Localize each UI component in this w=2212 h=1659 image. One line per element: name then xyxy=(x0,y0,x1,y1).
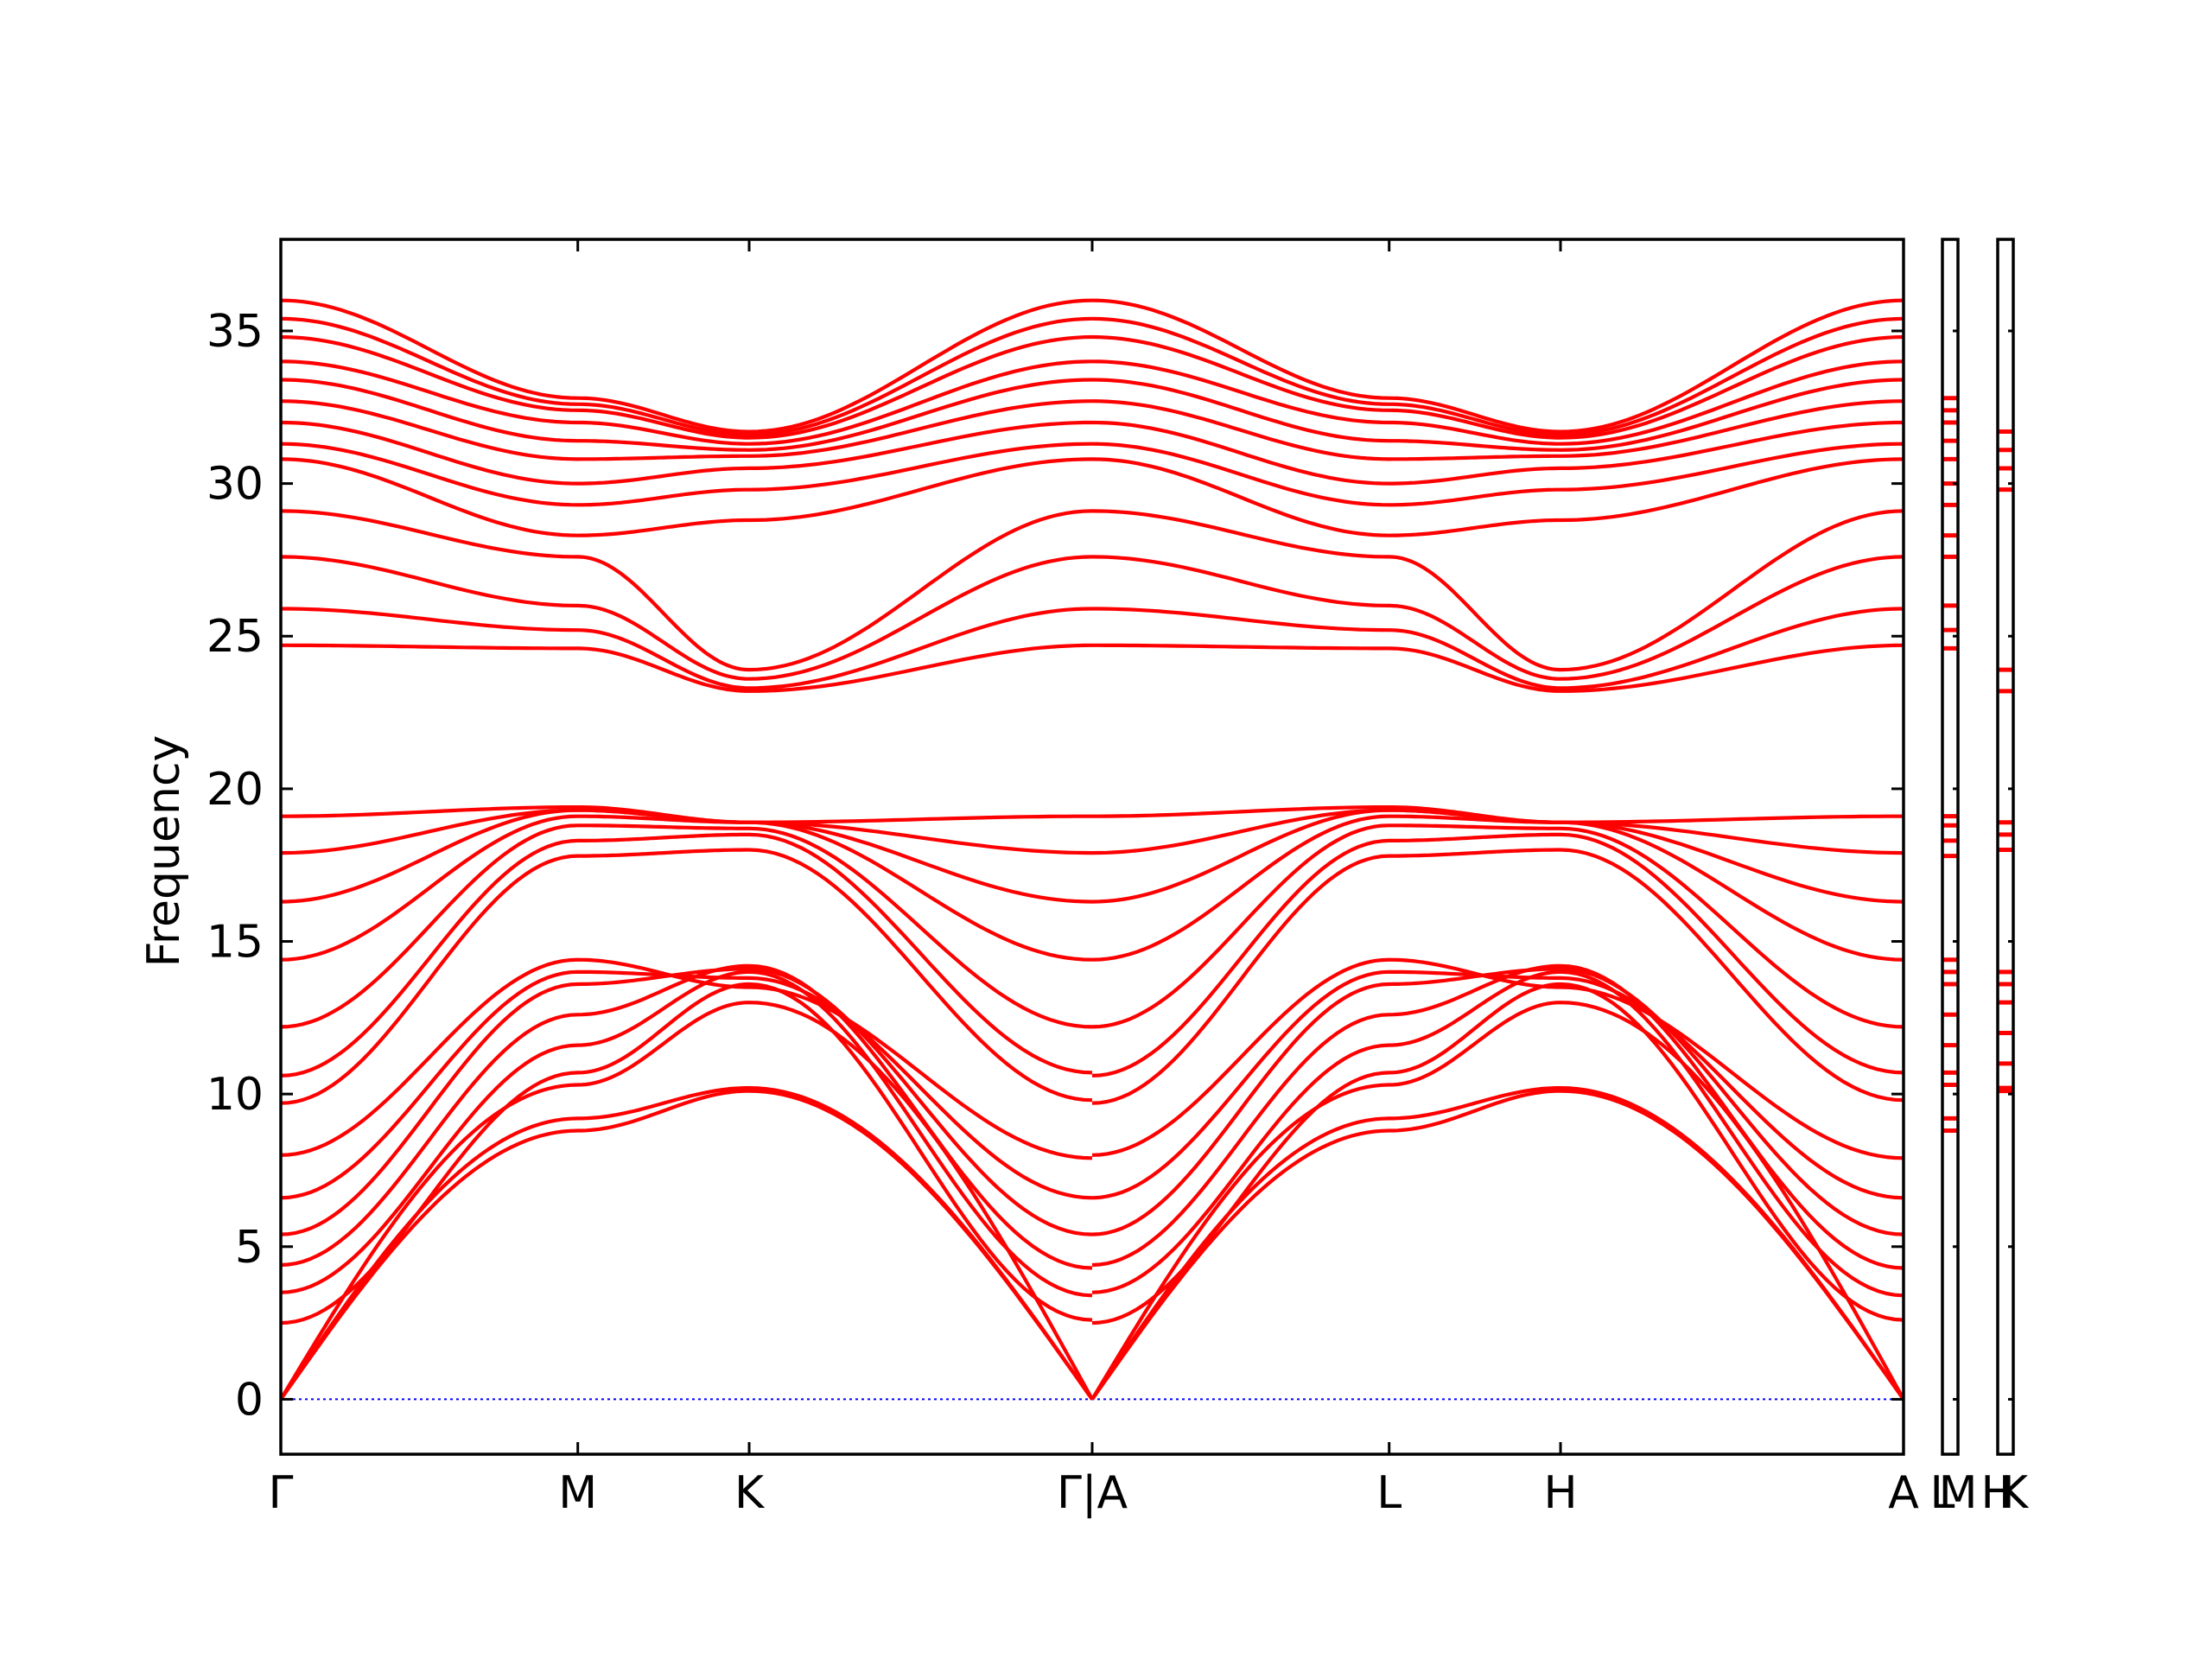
band-line-16-b xyxy=(1092,643,1904,693)
band-line-4-b xyxy=(1091,969,1904,1298)
band-line-15-a xyxy=(281,805,1092,824)
y-axis-title: Frequency xyxy=(138,735,190,968)
band-line-19-b xyxy=(1091,509,1904,672)
band-line-24-a xyxy=(280,378,1093,452)
band-line-11-a xyxy=(280,823,1093,1029)
band-line-3-b xyxy=(1091,982,1904,1325)
band-line-16-a xyxy=(281,643,1093,693)
band-line-24-b xyxy=(1091,378,1904,452)
x-tick-label: K xyxy=(734,1467,766,1519)
band-line-17-b xyxy=(1092,607,1904,690)
band-line-3-a xyxy=(280,982,1093,1325)
band-line-21-b xyxy=(1091,442,1904,507)
band-line-25-a xyxy=(280,359,1093,446)
band-line-17-a xyxy=(281,607,1093,690)
band-line-25-b xyxy=(1091,359,1904,446)
band-line-5-b xyxy=(1091,963,1904,1270)
side-panel-label: H xyxy=(1980,1467,2014,1519)
band-line-23-b xyxy=(1091,399,1904,461)
x-tick-label: L xyxy=(1376,1467,1402,1519)
band-line-10-b xyxy=(1091,832,1904,1077)
side-panel-label: L xyxy=(1930,1467,1955,1519)
side-panel-frame xyxy=(1996,238,2015,1456)
y-tick-label: 10 xyxy=(207,1069,264,1121)
side-panels-layer xyxy=(1942,396,2013,1134)
band-line-12-a xyxy=(280,814,1093,962)
band-line-9-b xyxy=(1091,848,1904,1105)
band-line-28-a xyxy=(280,298,1093,434)
band-line-5-a xyxy=(280,963,1093,1270)
band-line-22-b xyxy=(1091,420,1904,486)
band-line-13-b xyxy=(1091,808,1904,904)
x-tick-label: Γ|A xyxy=(1057,1467,1128,1519)
band-line-18-b xyxy=(1091,555,1904,681)
x-tick-label: H xyxy=(1543,1467,1577,1519)
band-line-8-b xyxy=(1091,957,1904,1160)
y-tick-label: 0 xyxy=(235,1374,264,1426)
band-line-4-a xyxy=(280,969,1093,1298)
band-line-27-b xyxy=(1091,316,1904,437)
band-line-21-a xyxy=(280,442,1093,507)
band-line-20-b xyxy=(1091,457,1904,537)
y-tick-label: 15 xyxy=(207,917,264,969)
band-line-15-b xyxy=(1092,805,1904,824)
side-panel-frame xyxy=(1941,238,1960,1456)
y-tick-label: 35 xyxy=(207,306,264,358)
band-line-27-a xyxy=(280,316,1093,437)
band-line-13-a xyxy=(280,808,1093,904)
band-line-8-a xyxy=(280,957,1093,1160)
side-panel-label: M xyxy=(1939,1467,1978,1519)
y-tick-label: 25 xyxy=(207,611,264,663)
band-line-23-a xyxy=(280,399,1093,461)
x-tick-label: Γ xyxy=(269,1467,294,1519)
band-line-20-a xyxy=(280,457,1093,537)
band-line-22-a xyxy=(280,420,1092,486)
y-tick-label: 20 xyxy=(207,764,264,816)
bands-layer xyxy=(279,298,1905,1401)
band-line-9-a xyxy=(280,848,1093,1105)
side-panel-label: K xyxy=(1999,1467,2030,1519)
band-line-19-a xyxy=(280,509,1093,672)
band-line-12-b xyxy=(1091,814,1904,962)
y-tick-label: 5 xyxy=(235,1222,264,1274)
band-line-26-a xyxy=(280,334,1093,440)
x-tick-label: A xyxy=(1888,1467,1919,1519)
band-line-10-a xyxy=(280,832,1093,1077)
y-tick-label: 30 xyxy=(207,459,264,511)
x-tick-label: M xyxy=(558,1467,597,1519)
band-line-26-b xyxy=(1091,334,1904,440)
band-line-11-b xyxy=(1091,823,1904,1029)
band-line-18-a xyxy=(280,555,1093,681)
band-line-28-b xyxy=(1091,298,1904,434)
